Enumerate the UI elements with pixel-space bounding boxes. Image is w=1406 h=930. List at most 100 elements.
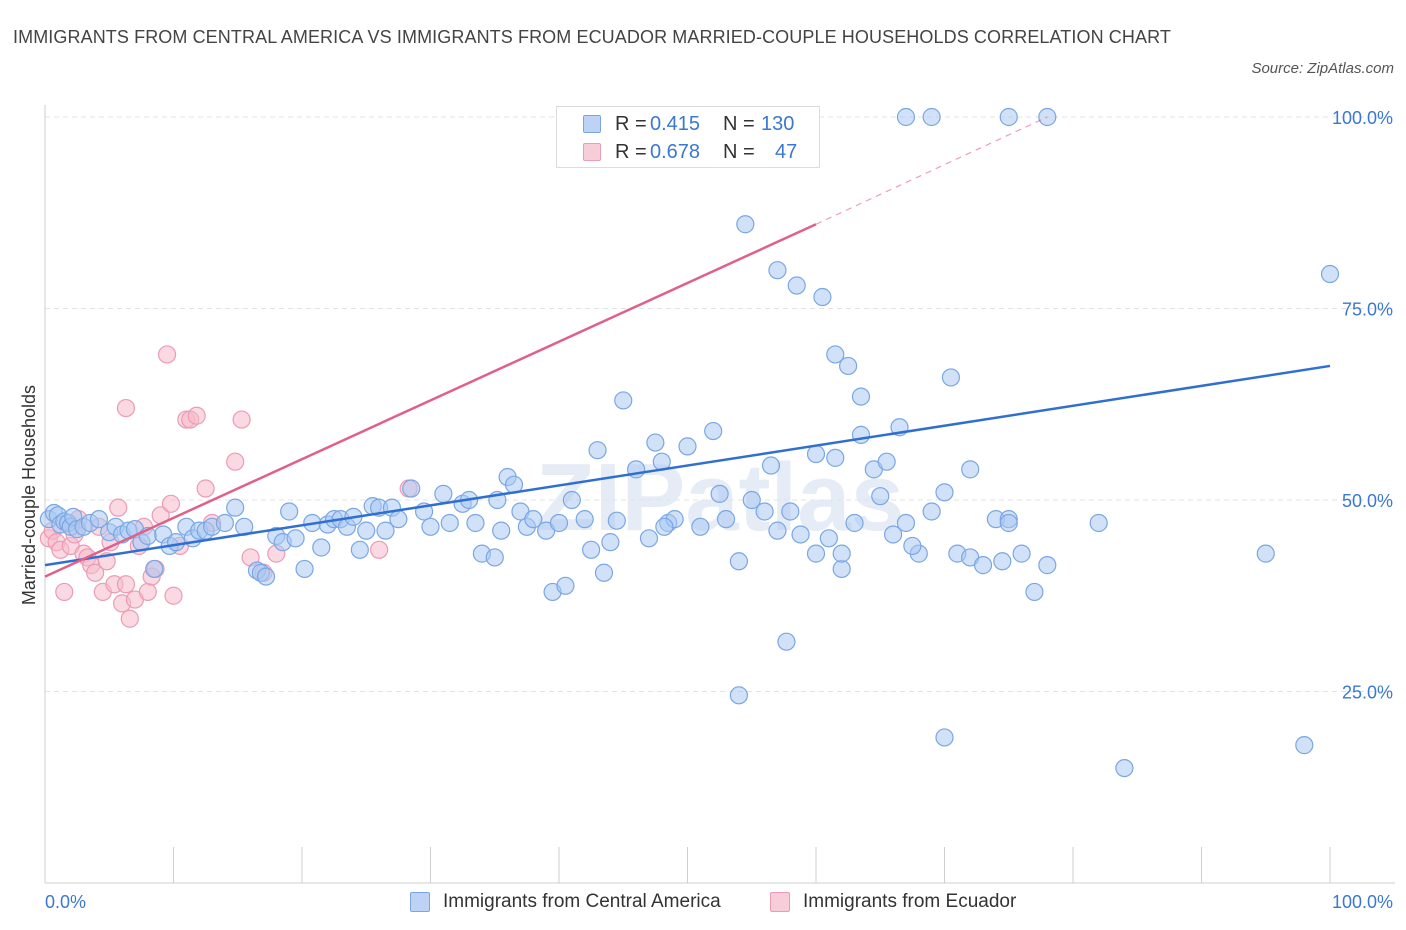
data-point-central-america bbox=[280, 502, 299, 521]
data-point-ecuador bbox=[138, 582, 157, 602]
data-point-ecuador bbox=[120, 609, 139, 628]
axes bbox=[44, 105, 1395, 884]
data-point-central-america bbox=[286, 529, 305, 548]
data-point-central-america bbox=[639, 529, 659, 548]
data-point-ecuador bbox=[157, 345, 177, 364]
trend-lines bbox=[44, 116, 1331, 578]
data-point-central-america bbox=[777, 632, 796, 651]
data-point-central-america bbox=[402, 479, 421, 498]
data-point-central-america bbox=[594, 563, 614, 582]
data-point-central-america bbox=[787, 276, 806, 295]
data-point-central-america bbox=[166, 533, 186, 552]
data-point-central-america bbox=[89, 510, 109, 529]
data-point-central-america bbox=[1025, 582, 1044, 602]
data-point-central-america bbox=[826, 448, 845, 467]
data-point-central-america bbox=[492, 521, 511, 540]
data-point-central-america bbox=[421, 517, 440, 536]
legend-swatch-pink bbox=[583, 143, 601, 161]
data-point-central-america bbox=[601, 533, 620, 552]
data-point-central-america bbox=[466, 513, 485, 533]
data-point-central-america bbox=[614, 391, 633, 410]
data-point-central-america bbox=[922, 107, 941, 127]
data-point-central-america bbox=[999, 107, 1018, 127]
data-point-central-america bbox=[768, 521, 787, 540]
data-point-ecuador bbox=[161, 494, 181, 513]
x-tick-label-max: 100.0% bbox=[1332, 892, 1393, 912]
data-point-central-america bbox=[851, 387, 871, 406]
data-point-central-america bbox=[646, 433, 665, 452]
data-point-ecuador bbox=[370, 540, 389, 559]
data-point-central-america bbox=[440, 513, 459, 533]
data-point-central-america bbox=[389, 510, 408, 529]
data-point-central-america bbox=[350, 540, 369, 559]
data-point-central-america bbox=[312, 538, 331, 557]
data-point-central-america bbox=[434, 484, 453, 503]
data-point-central-america bbox=[922, 502, 941, 521]
trend-line-ecuador bbox=[44, 223, 817, 578]
data-point-central-america bbox=[826, 345, 845, 364]
legend-swatch-blue bbox=[583, 115, 601, 133]
data-point-central-america bbox=[839, 356, 858, 376]
data-point-central-america bbox=[1320, 264, 1340, 284]
y-tick-label: 25.0% bbox=[1342, 683, 1393, 703]
y-tick-label: 75.0% bbox=[1342, 300, 1393, 320]
legend-r-label: R = bbox=[615, 141, 647, 163]
data-point-central-america bbox=[549, 513, 569, 533]
data-point-central-america bbox=[896, 513, 916, 533]
data-point-central-america bbox=[941, 368, 961, 387]
data-point-central-america bbox=[903, 536, 922, 556]
data-point-central-america bbox=[781, 502, 800, 521]
data-point-central-america bbox=[961, 460, 980, 479]
data-point-central-america bbox=[729, 686, 749, 705]
data-point-ecuador bbox=[196, 479, 215, 498]
legend-n-value: 130 bbox=[761, 113, 795, 135]
data-point-ecuador bbox=[55, 582, 74, 602]
data-point-central-america bbox=[1038, 556, 1057, 575]
data-point-central-america bbox=[832, 559, 851, 579]
stats-legend: R = 0.415 N = 130 R = 0.678 N = 47 bbox=[556, 106, 820, 168]
series-central-america-points bbox=[39, 107, 1340, 778]
legend-r-value: 0.415 bbox=[650, 113, 701, 135]
trend-line-ecuador-extension bbox=[815, 116, 1048, 225]
data-point-central-america bbox=[993, 552, 1012, 571]
data-point-central-america bbox=[883, 525, 903, 544]
data-point-central-america bbox=[761, 456, 781, 475]
data-point-central-america bbox=[806, 544, 826, 563]
data-point-central-america bbox=[768, 261, 787, 280]
data-point-ecuador bbox=[109, 498, 128, 517]
data-point-central-america bbox=[742, 490, 761, 510]
data-point-central-america bbox=[607, 511, 626, 530]
data-point-central-america bbox=[999, 513, 1018, 533]
legend-n-label: N = bbox=[723, 141, 755, 163]
legend-swatch-pink bbox=[770, 892, 790, 912]
data-point-central-america bbox=[806, 444, 826, 464]
data-point-central-america bbox=[704, 421, 723, 441]
data-point-central-america bbox=[896, 107, 916, 127]
data-point-central-america bbox=[716, 510, 736, 529]
data-point-central-america bbox=[1012, 544, 1031, 563]
data-point-central-america bbox=[215, 513, 234, 533]
data-point-central-america bbox=[736, 215, 755, 234]
data-point-central-america bbox=[877, 452, 896, 471]
source-label: Source: ZipAtlas.com bbox=[1251, 60, 1394, 77]
data-point-central-america bbox=[655, 517, 674, 536]
data-point-central-america bbox=[485, 548, 504, 567]
data-point-ecuador bbox=[226, 452, 245, 471]
data-point-central-america bbox=[678, 437, 697, 456]
data-point-central-america bbox=[588, 441, 607, 460]
data-point-central-america bbox=[1089, 513, 1108, 533]
data-point-central-america bbox=[973, 556, 993, 575]
tick-labels: 25.0% 50.0% 75.0% 100.0% 0.0% 100.0% Married-c… bbox=[19, 108, 1393, 912]
data-point-central-america bbox=[755, 502, 774, 521]
data-point-central-america bbox=[226, 498, 245, 517]
data-point-central-america bbox=[295, 559, 314, 579]
data-point-central-america bbox=[935, 728, 954, 747]
data-point-central-america bbox=[845, 513, 864, 533]
data-point-central-america bbox=[376, 521, 395, 540]
legend-swatch-blue bbox=[410, 892, 430, 912]
data-point-central-america bbox=[524, 510, 543, 529]
legend-label: Immigrants from Central America bbox=[443, 891, 721, 912]
data-point-central-america bbox=[813, 287, 832, 307]
data-point-central-america bbox=[1256, 544, 1275, 563]
